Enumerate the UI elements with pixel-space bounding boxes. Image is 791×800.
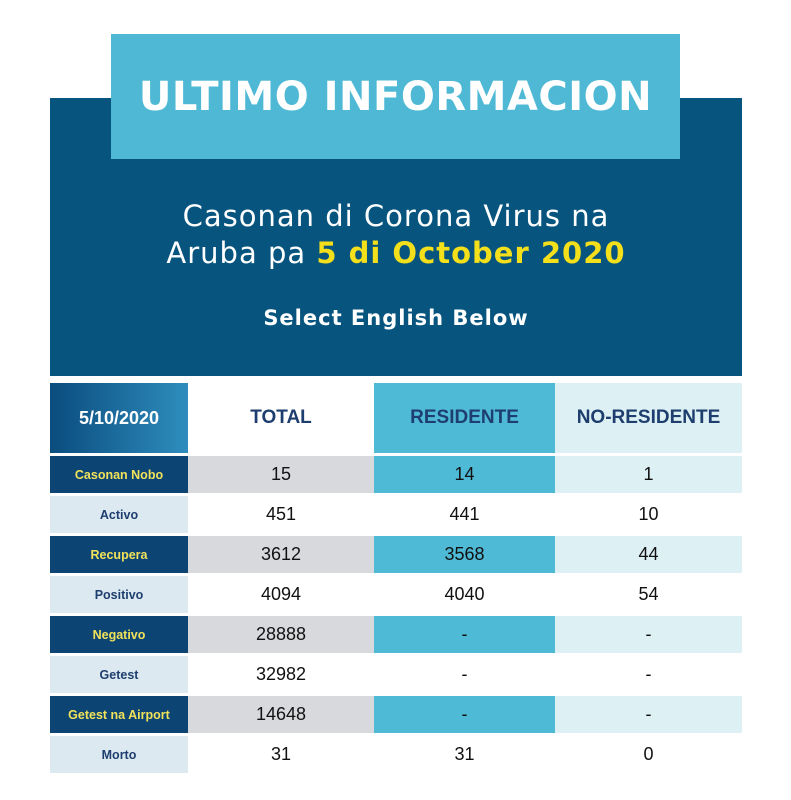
table-row: Casonan Nobo 15 14 1 [50,456,742,493]
cell-total: 14648 [188,696,374,733]
table-row: Negativo 28888 - - [50,616,742,653]
row-label: Getest [50,656,188,693]
table-row: Positivo 4094 4040 54 [50,576,742,613]
table-header: 5/10/2020 TOTAL RESIDENTE NO-RESIDENTE [50,383,742,453]
cell-no-residente: 10 [638,504,659,524]
cell-residente: 14 [374,456,555,493]
headline-line2: Aruba pa 5 di October 2020 [50,235,742,272]
cell-total: 28888 [188,616,374,653]
cell-residente: 3568 [374,536,555,573]
cell-total: 31 [270,744,292,764]
cell-total: 15 [188,456,374,493]
cell-no-residente: - [645,664,652,684]
banner-title: ULTIMO INFORMACION [138,73,653,120]
cell-residente: 441 [449,504,480,524]
row-label: Positivo [50,576,188,613]
cell-no-residente: 44 [555,536,742,573]
table-row: Recupera 3612 3568 44 [50,536,742,573]
cell-no-residente: 54 [638,584,659,604]
row-label: Activo [50,496,188,533]
table-row: Activo 451 441 10 [50,496,742,533]
cell-residente: - [374,616,555,653]
header-no-residente: NO-RESIDENTE [555,383,742,453]
title-banner: ULTIMO INFORMACION [111,34,680,159]
select-english-text: Select English Below [263,306,529,330]
headline-date: 5 di October 2020 [316,236,626,270]
cell-no-residente: 1 [555,456,742,493]
cell-residente: 4040 [444,584,485,604]
row-label: Recupera [50,536,188,573]
table-row: Morto 31 31 0 [50,736,742,773]
cell-total: 4094 [260,584,302,604]
row-label: Casonan Nobo [50,456,188,493]
cell-no-residente: 0 [643,744,654,764]
cell-no-residente: - [555,696,742,733]
cell-residente: - [461,664,468,684]
cell-residente: 31 [454,744,475,764]
cell-total: 32982 [255,664,307,684]
row-label: Getest na Airport [50,696,188,733]
headline-line1: Casonan di Corona Virus na [182,199,610,233]
cell-residente: - [374,696,555,733]
cell-total: 451 [265,504,297,524]
table-row: Getest na Airport 14648 - - [50,696,742,733]
stats-table: 5/10/2020 TOTAL RESIDENTE NO-RESIDENTE C… [50,383,742,773]
cell-no-residente: - [555,616,742,653]
header-residente: RESIDENTE [374,383,555,453]
headline: Casonan di Corona Virus na Aruba pa 5 di… [50,198,742,272]
headline-line2-prefix: Aruba pa [166,236,307,270]
cell-total: 3612 [188,536,374,573]
header-total: TOTAL [250,407,312,428]
header-date: 5/10/2020 [50,383,188,453]
table-row: Getest 32982 - - [50,656,742,693]
row-label: Negativo [50,616,188,653]
row-label: Morto [50,736,188,773]
